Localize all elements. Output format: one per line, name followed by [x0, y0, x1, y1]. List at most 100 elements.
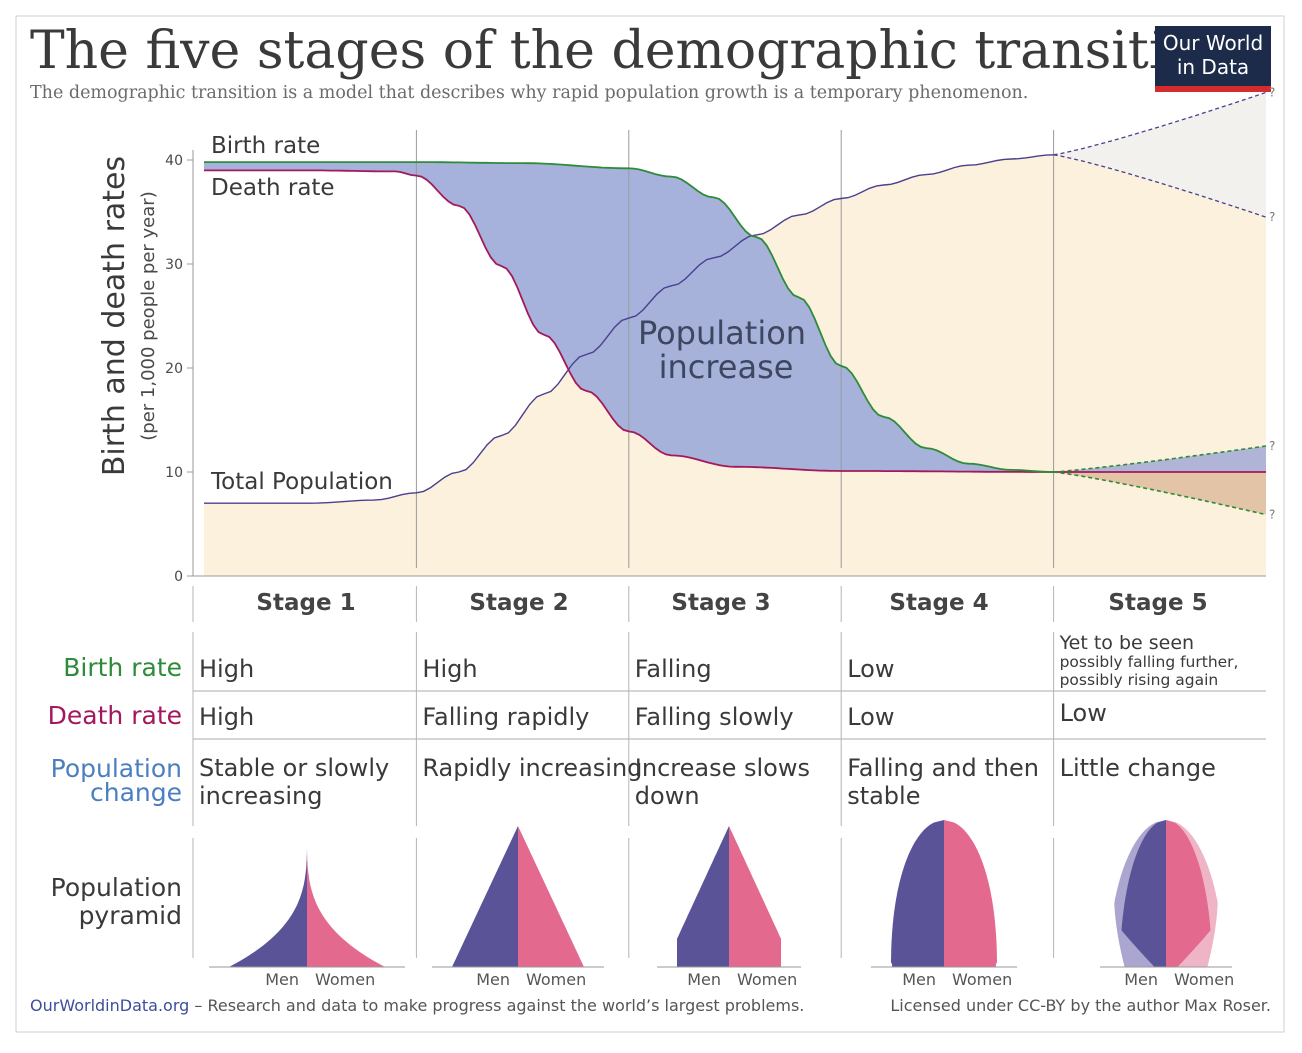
pyramid-men-label: Men: [687, 970, 721, 989]
population-pyramid-stage-4: Men Women: [871, 820, 1017, 989]
death-rate-cell-stage-3: Falling slowly: [635, 703, 794, 731]
death-rate-series-label: Death rate: [211, 175, 335, 201]
stage5-increase-area: [1053, 446, 1266, 472]
pyramid-men-shape: [229, 836, 307, 967]
population-pyramids: Men Women Men Women Men Women Men Women Men Women: [209, 820, 1234, 989]
birth-rate-cell-stage-4: Low: [847, 655, 894, 683]
chart-series-lines: [204, 91, 1267, 516]
stage5-population-uncertainty-area: [1053, 92, 1266, 218]
row-label-population-pyramid-line2: pyramid: [79, 901, 182, 930]
owid-logo[interactable]: Our World in Data: [1155, 26, 1271, 92]
frame-border: [15, 15, 1285, 1033]
page-subtitle: The demographic transition is a model th…: [30, 83, 1028, 103]
chart-labels: ???? Birth rate Death rate Total Population…: [210, 85, 1275, 521]
row-label-population-change-line2: change: [90, 778, 182, 807]
death-rate-line: [204, 169, 1054, 473]
death-rate-cell-stage-5: Low: [1060, 699, 1107, 727]
stage5-decrease-area: [1053, 472, 1266, 515]
population-change-cell-stage-4-line2: stable: [847, 782, 920, 810]
population-change-cell-stage-5-line1: Little change: [1060, 754, 1216, 782]
total-population-series-label: Total Population: [210, 469, 393, 495]
birth-rate-cell-stage-5: Yet to be seen: [1059, 632, 1194, 654]
birth-rate-projection-low: [1053, 471, 1267, 516]
pyramid-men-label: Men: [476, 970, 510, 989]
birth-rate-cell-stage-5-note-2: possibly rising again: [1060, 671, 1219, 689]
pyramid-women-shape: [307, 836, 385, 967]
birth-rate-cell-stage-3: Falling: [635, 655, 712, 683]
projection-unknown-marker-1: ?: [1269, 85, 1275, 99]
population-increase-label-line2: increase: [659, 348, 794, 386]
page-title: The five stages of the demographic trans…: [30, 21, 1230, 81]
pyramid-men-shape: [891, 820, 944, 967]
population-pyramid-stage-1: Men Women: [209, 836, 405, 989]
y-axis: 0 10 20 30 40 Birth and death rates (per 1,000…: [97, 150, 1266, 585]
logo-background: [1155, 26, 1271, 86]
pyramid-men-shape: [677, 826, 729, 967]
pyramid-women-label: Women: [952, 970, 1012, 989]
pyramid-women-label: Women: [526, 970, 586, 989]
population-pyramid-stage-2: Men Women: [432, 826, 604, 989]
pyramid-men-label: Men: [265, 970, 299, 989]
birth-rate-projection-high: [1053, 445, 1267, 473]
pyramid-men-label: Men: [1124, 970, 1158, 989]
stage-table: Stage 1 Stage 2 Stage 3 Stage 4 Stage 5 Birth…: [48, 586, 1266, 958]
birth-rate-line: [204, 161, 1054, 473]
population-change-cell-stage-3-line1: Increase slows: [635, 754, 810, 782]
total-population-projection-low: [1053, 154, 1267, 218]
population-change-cell-stage-1-line2: increasing: [199, 782, 323, 810]
stage5-population-area: [1053, 154, 1266, 577]
pyramid-women-label: Women: [315, 970, 375, 989]
logo-accent-bar: [1155, 86, 1271, 92]
y-axis-title: Birth and death rates: [97, 156, 132, 476]
y-tick-label-20: 20: [165, 361, 183, 377]
projection-unknown-marker-3: ?: [1269, 439, 1275, 453]
stage-header-1: Stage 1: [256, 590, 355, 616]
birth-rate-cell-stage-5-note-1: possibly falling further,: [1060, 653, 1239, 671]
y-tick-label-40: 40: [165, 153, 183, 169]
pyramid-women-label: Women: [737, 970, 797, 989]
population-change-cell-stage-2-line1: Rapidly increasing: [422, 754, 642, 782]
y-tick-label-10: 10: [165, 465, 183, 481]
total-population-line: [204, 154, 1054, 504]
footer-credit: OurWorldinData.org – Research and data t…: [30, 996, 804, 1015]
footer-tagline: – Research and data to make progress aga…: [189, 996, 804, 1015]
stage-header-5: Stage 5: [1108, 590, 1207, 616]
death-rate-cell-stage-2: Falling rapidly: [422, 703, 589, 731]
y-tick-label-0: 0: [174, 569, 183, 585]
birth-rate-series-label: Birth rate: [211, 133, 320, 159]
row-label-death-rate: Death rate: [48, 701, 182, 730]
projection-unknown-marker-4: ?: [1269, 508, 1275, 522]
logo-text-line1: Our World: [1163, 31, 1263, 55]
stage-divider-lines: [415, 130, 1055, 568]
stage-header-4: Stage 4: [889, 590, 988, 616]
population-change-cell-stage-4-line1: Falling and then: [847, 754, 1039, 782]
footer-site-link[interactable]: OurWorldinData.org: [30, 996, 189, 1015]
logo-text-line2: in Data: [1177, 55, 1249, 79]
death-rate-cell-stage-1: High: [199, 703, 254, 731]
pyramid-men-shape: [452, 826, 518, 967]
population-change-cell-stage-1-line1: Stable or slowly: [199, 754, 389, 782]
y-tick-label-30: 30: [165, 257, 183, 273]
birth-rate-cell-stage-1: High: [199, 655, 254, 683]
pyramid-women-shape: [518, 826, 584, 967]
stage-header-2: Stage 2: [469, 590, 568, 616]
row-label-population-pyramid-line1: Population: [51, 873, 182, 902]
pyramid-men-label: Men: [902, 970, 936, 989]
population-pyramid-stage-5: Men Women: [1100, 820, 1234, 989]
pyramid-women-label: Women: [1174, 970, 1234, 989]
row-label-birth-rate: Birth rate: [63, 653, 182, 682]
row-label-population-change-line1: Population: [51, 754, 182, 783]
pyramid-men-shape: [1121, 820, 1166, 967]
pyramid-women-shape: [729, 826, 781, 967]
population-change-cell-stage-3-line2: down: [635, 782, 700, 810]
pyramid-women-shape: [1166, 820, 1211, 967]
stage-header-3: Stage 3: [671, 590, 770, 616]
death-rate-cell-stage-4: Low: [847, 703, 894, 731]
projection-unknown-marker-2: ?: [1269, 210, 1275, 224]
total-population-projection-high: [1053, 91, 1267, 156]
population-increase-label-line1: Population: [638, 314, 806, 352]
birth-rate-cell-stage-2: High: [422, 655, 477, 683]
pyramid-women-shape: [944, 820, 997, 967]
